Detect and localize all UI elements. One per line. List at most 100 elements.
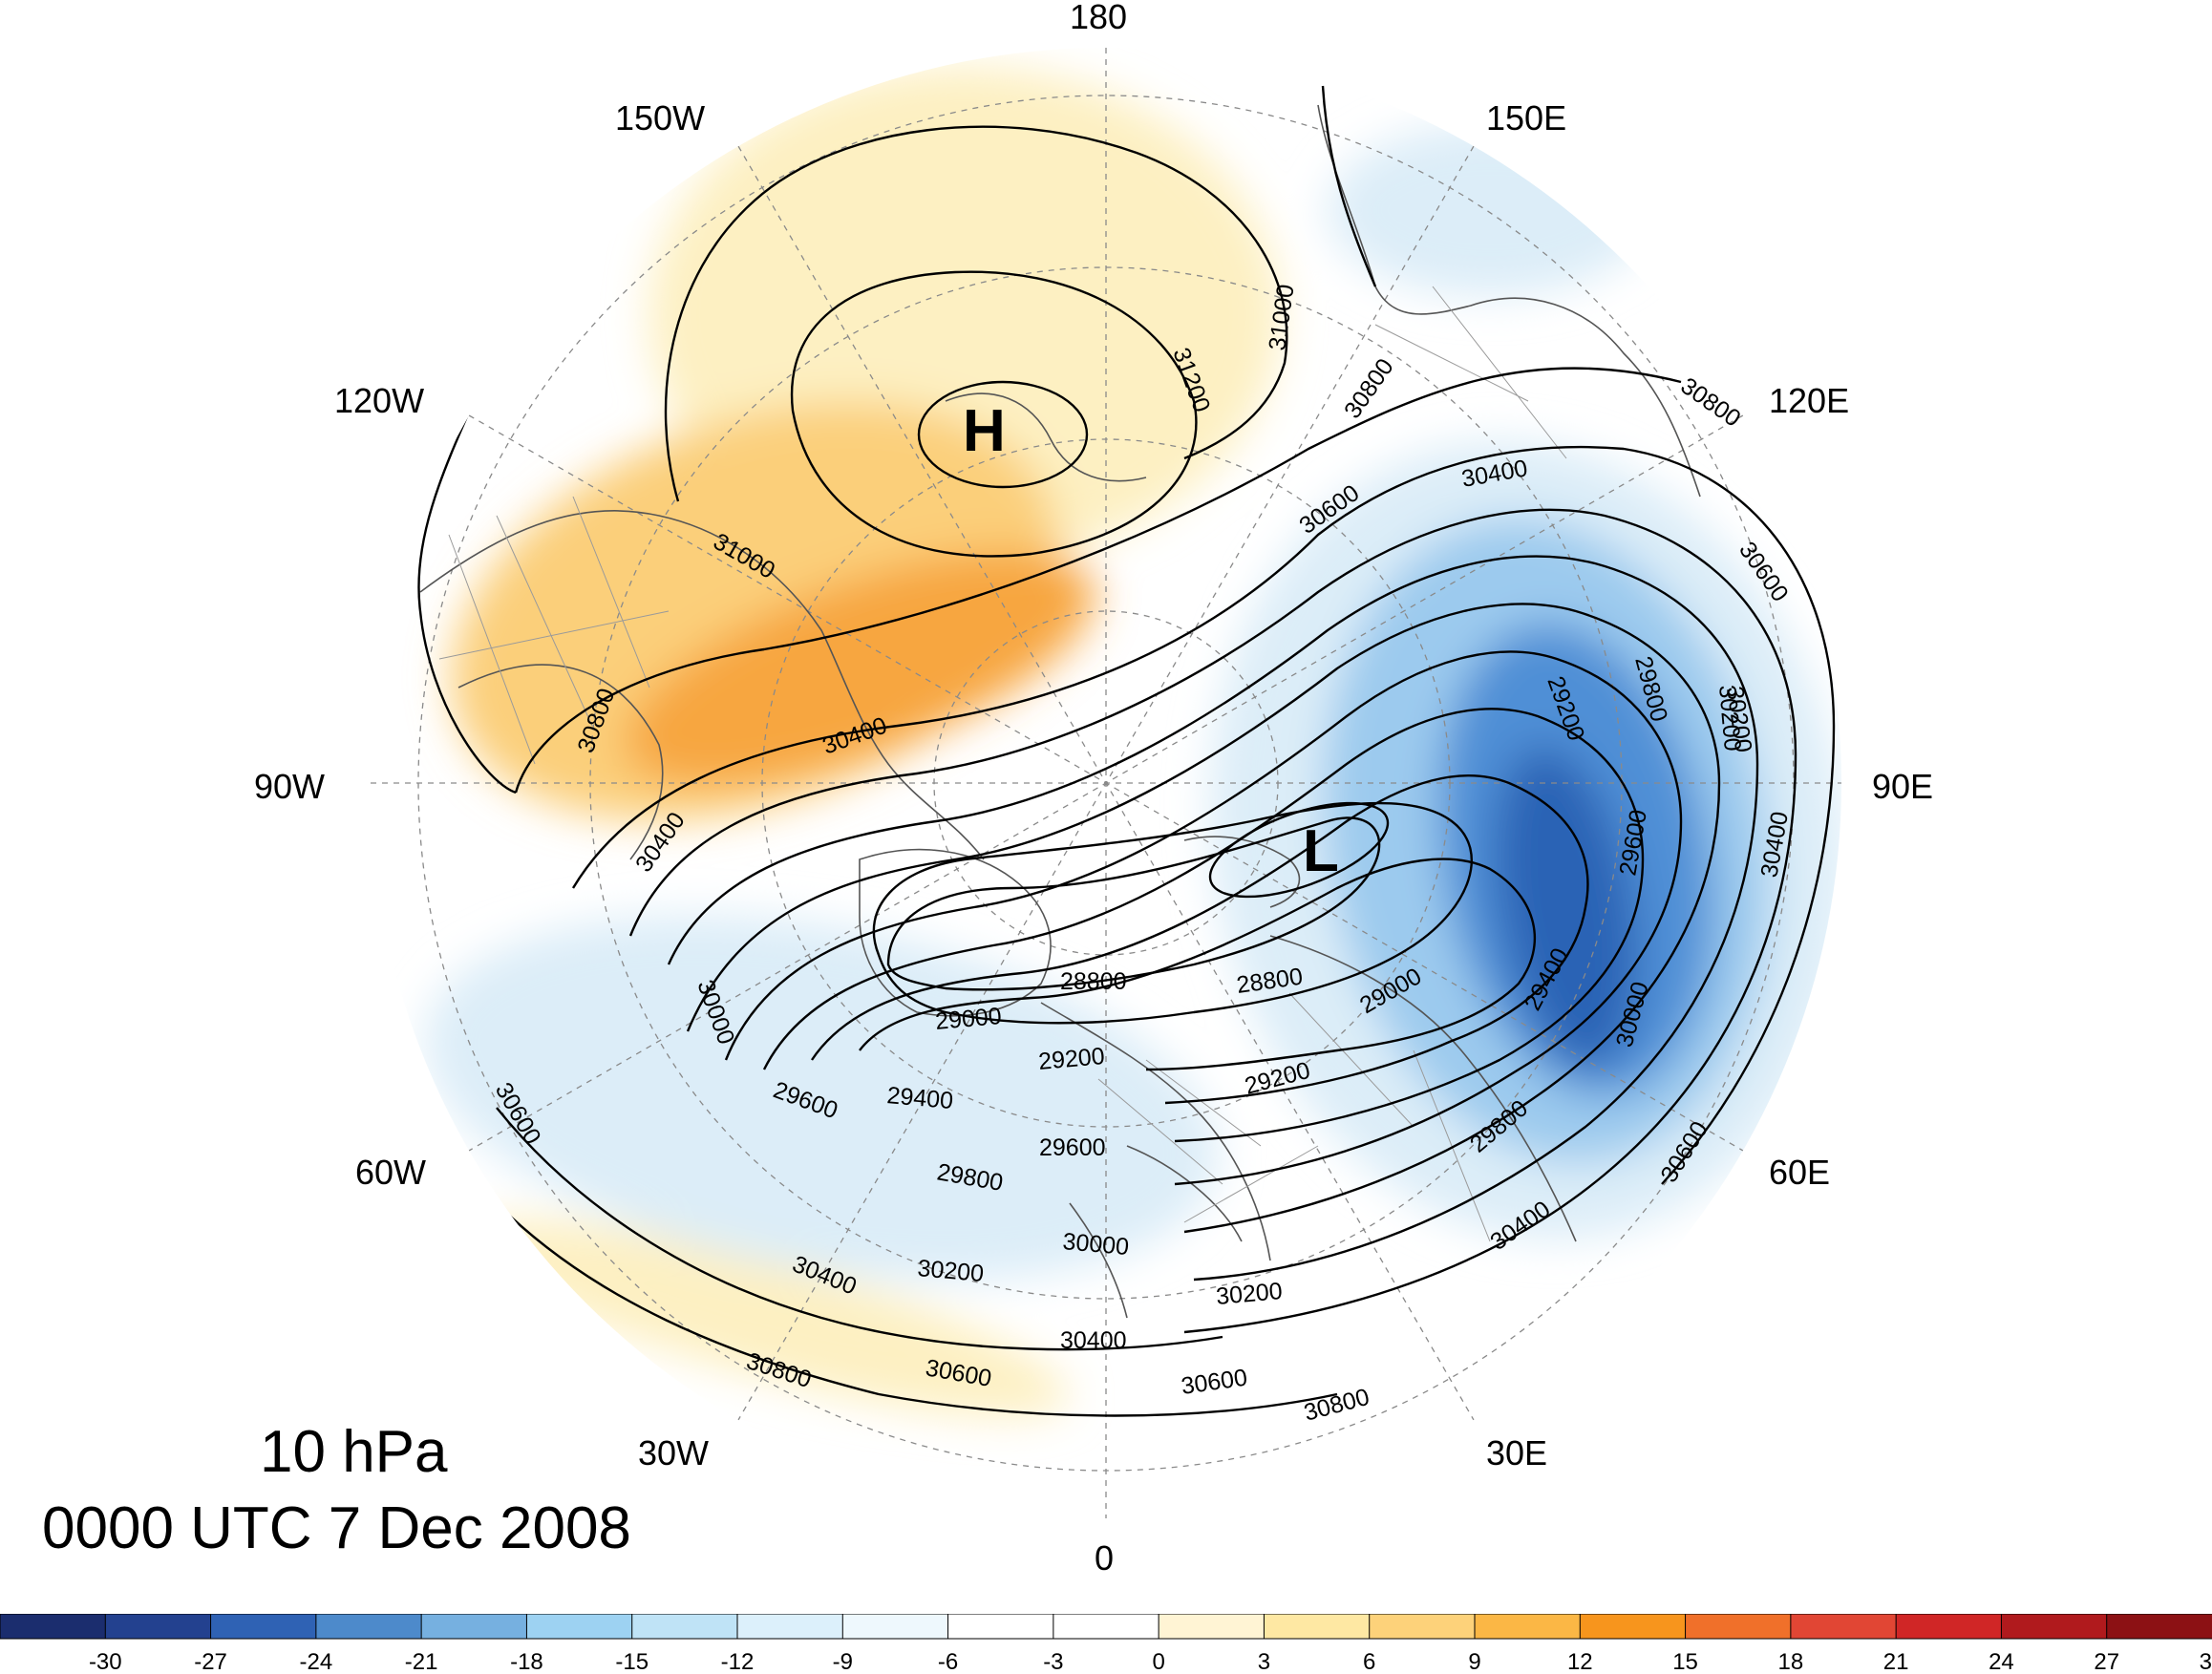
colorbar-tick-label: 30 <box>2200 1649 2212 1674</box>
warm-anomaly-atlantic <box>458 1218 1070 1417</box>
contour-30600-atlantic <box>496 1107 1223 1351</box>
contour-label: 30200 <box>1215 1278 1284 1310</box>
contour-label: 29200 <box>1037 1043 1106 1075</box>
colorbar-box <box>1158 1614 1266 1640</box>
lon-label-30e: 30E <box>1486 1433 1547 1473</box>
colorbar-tick-label: 3 <box>1258 1649 1270 1674</box>
graticule <box>371 48 1841 1518</box>
lon-label-0: 0 <box>1095 1538 1114 1578</box>
contour-label: 29000 <box>934 1003 1003 1035</box>
contour-30400 <box>628 508 1797 1334</box>
contour-low-inner <box>1208 801 1390 899</box>
contour-30800-west <box>417 85 1377 795</box>
colorbar-tick-label: 15 <box>1672 1649 1698 1674</box>
colorbar-box <box>1053 1614 1160 1640</box>
colorbar-box <box>841 1614 949 1640</box>
colorbar-box <box>420 1614 528 1640</box>
colorbar-box <box>104 1614 212 1640</box>
colorbar-tick-label: -27 <box>194 1649 227 1674</box>
colorbar-box <box>210 1614 317 1640</box>
lon-label-120e: 120E <box>1769 381 1849 420</box>
contour-30800-atlantic <box>496 1202 1338 1417</box>
contour-label: 30000 <box>1061 1228 1130 1261</box>
colorbar-box <box>1474 1614 1582 1640</box>
colorbar-box <box>631 1614 739 1640</box>
colorbar-tick-label: 9 <box>1468 1649 1480 1674</box>
contour-29800 <box>724 650 1683 1186</box>
contour-31200 <box>790 270 1198 558</box>
colorbar-tick-label: 0 <box>1152 1649 1164 1674</box>
colorbar-tick-label: -12 <box>721 1649 755 1674</box>
colorbar-box <box>1790 1614 1898 1640</box>
colorbar-tick-label: -30 <box>89 1649 122 1674</box>
lon-label-180: 180 <box>1070 0 1127 36</box>
contour-label: 28800 <box>1060 968 1127 995</box>
colorbar-box <box>1263 1614 1371 1640</box>
cold-anomaly-core <box>1495 747 1638 1068</box>
contour-30000 <box>686 603 1721 1234</box>
contour-high-inner <box>917 380 1089 489</box>
colorbar-box <box>2000 1614 2108 1640</box>
colorbar-box <box>947 1614 1054 1640</box>
colorbar-box <box>1685 1614 1792 1640</box>
colorbar-box <box>2106 1614 2212 1640</box>
colorbar-boxes <box>0 1614 2212 1640</box>
lon-label-30w: 30W <box>638 1433 709 1473</box>
contour-28800 <box>886 816 1381 991</box>
contour-29000 <box>872 801 1474 1025</box>
contour-30800 <box>514 367 1682 794</box>
lon-label-60e: 60E <box>1769 1153 1830 1192</box>
colorbar-tick-label: -15 <box>615 1649 649 1674</box>
lon-label-90e: 90E <box>1872 767 1933 806</box>
contour-label: 30200 <box>916 1255 985 1287</box>
contour-29400 <box>811 773 1589 1105</box>
colorbar-tick-label: 18 <box>1778 1649 1804 1674</box>
colorbar-tick-label: -21 <box>405 1649 438 1674</box>
contour-label: 29400 <box>885 1082 954 1114</box>
colorbar-ticks: -30 -27 -24 -21 -18 -15 -12 -9 -6 -3 0 3 6 9 12 15 18 21 2… <box>89 1649 2212 1674</box>
lon-label-60w: 60W <box>355 1153 426 1192</box>
coastlines <box>419 104 1701 1319</box>
colorbar-tick-label: 12 <box>1567 1649 1593 1674</box>
cold-anomaly-west <box>425 915 1218 1282</box>
colorbar-tick-label: -18 <box>510 1649 543 1674</box>
contour-29600 <box>762 708 1645 1143</box>
colorbar-box <box>525 1614 633 1640</box>
high-center-label: H <box>963 398 1006 464</box>
colorbar-tick-label: -24 <box>300 1649 333 1674</box>
lon-label-150e: 150E <box>1486 98 1566 138</box>
longitude-labels: 180 150E 120E 90E 60E 30E 0 30W 60W 90W … <box>254 0 1933 1578</box>
lon-label-90w: 90W <box>254 767 325 806</box>
colorbar-tick-label: 27 <box>2094 1649 2119 1674</box>
colorbar-tick-label: 21 <box>1883 1649 1909 1674</box>
low-center-label: L <box>1303 818 1339 884</box>
contour-label: 30200 <box>1713 684 1746 752</box>
contour-label: 29600 <box>1039 1134 1106 1161</box>
colorbar-tick-label: 6 <box>1363 1649 1375 1674</box>
colorbar-box <box>1579 1614 1687 1640</box>
colorbar-tick-label: 24 <box>1989 1649 2014 1674</box>
contour-29200 <box>859 858 1537 1071</box>
contour-label: 30400 <box>1060 1327 1127 1354</box>
colorbar-tick-label: -3 <box>1043 1649 1063 1674</box>
colorbar-box <box>1895 1614 2003 1640</box>
colorbar-box <box>315 1614 423 1640</box>
lon-label-120w: 120W <box>334 381 424 420</box>
height-contours <box>417 85 1836 1417</box>
pressure-level-title: 10 hPa <box>260 1419 448 1485</box>
valid-time-title: 0000 UTC 7 Dec 2008 <box>42 1495 631 1561</box>
contour-30600 <box>571 445 1836 1185</box>
cold-anomaly-east <box>1328 124 1652 296</box>
colorbar-tick-label: -9 <box>833 1649 853 1674</box>
warm-anomaly-core <box>624 551 1095 786</box>
contour-30200 <box>667 555 1759 1282</box>
colorbar-box <box>0 1614 107 1640</box>
colorbar-tick-label: -6 <box>938 1649 958 1674</box>
lon-label-150w: 150W <box>615 98 705 138</box>
colorbar: -30 -27 -24 -21 -18 -15 -12 -9 -6 -3 0 3 6 9 12 15 18 21 2… <box>0 1614 2212 1674</box>
colorbar-box <box>1369 1614 1476 1640</box>
colorbar-box <box>736 1614 844 1640</box>
contour-31000 <box>664 125 1288 502</box>
political-boundaries <box>438 286 1567 1242</box>
